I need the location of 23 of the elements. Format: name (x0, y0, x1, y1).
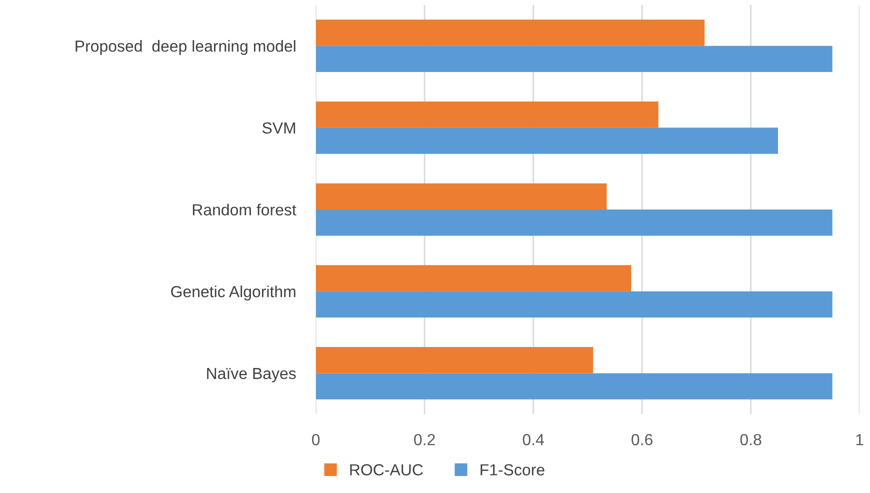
x-tick-label: 0.6 (632, 434, 652, 446)
x-tick-label: 0 (312, 434, 320, 446)
y-tick-label: Genetic Algorithm (171, 286, 296, 300)
bar (316, 210, 832, 236)
bar (316, 46, 832, 72)
bar (316, 183, 607, 210)
bar (316, 291, 832, 318)
bar (316, 20, 705, 46)
bar (316, 265, 632, 292)
bar (316, 102, 658, 128)
x-tick-label: 1 (856, 434, 864, 446)
bar (316, 373, 832, 400)
x-tick-label: 0.2 (414, 434, 435, 446)
y-tick-label: Random forest (192, 204, 296, 216)
y-tick-label: Proposed deep learning model (76, 40, 296, 55)
legend-label: F1-Score (480, 464, 544, 476)
legend-label: ROC-AUC (350, 464, 423, 476)
y-tick-label: Naïve Bayes (207, 368, 296, 382)
bar (316, 347, 594, 374)
x-tick-label: 0.8 (740, 434, 762, 446)
bar (316, 128, 778, 154)
y-tick-label: SVM (262, 122, 296, 134)
x-tick-label: 0.4 (522, 434, 544, 446)
